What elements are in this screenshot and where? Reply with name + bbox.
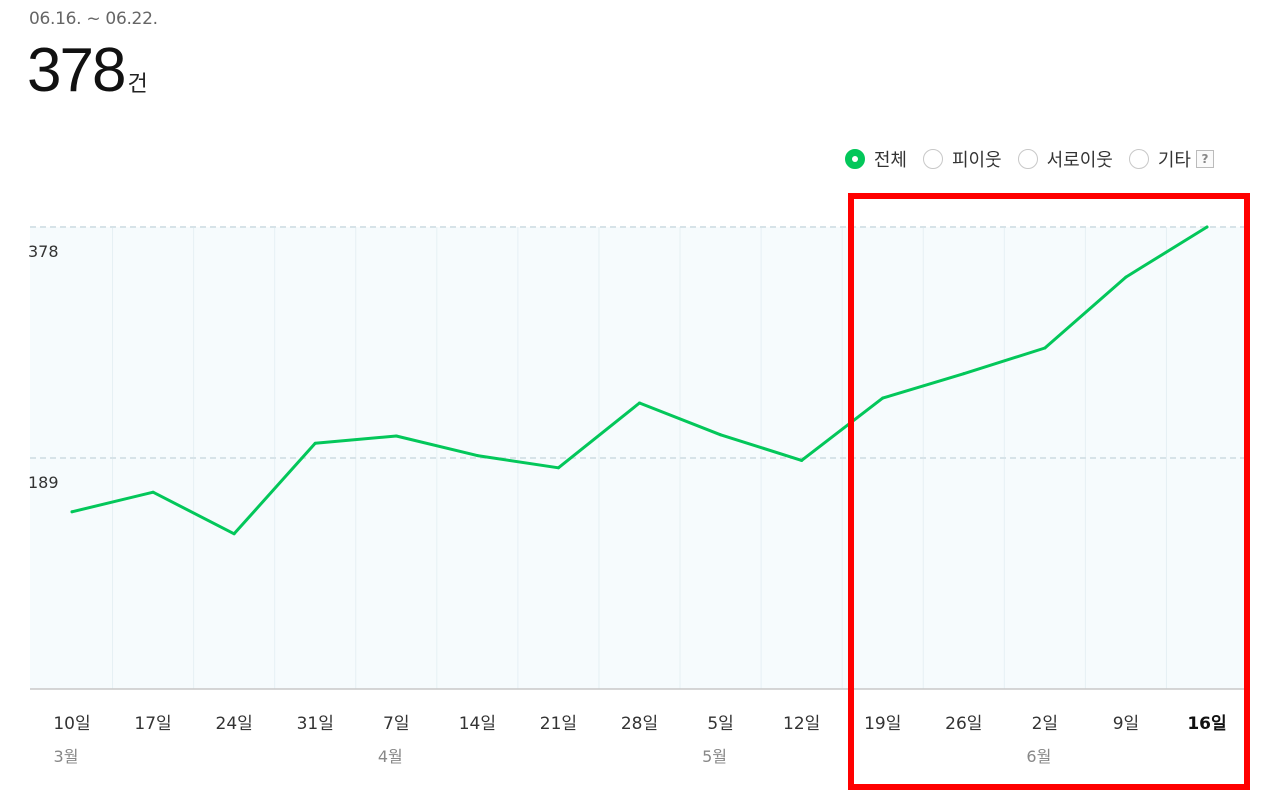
month-label: 3월	[54, 747, 79, 766]
data-point	[1205, 225, 1209, 229]
filter-all-label: 전체	[873, 150, 907, 171]
filter-neighbor[interactable]: 피이웃	[922, 146, 1002, 172]
x-tick-label: 31일	[297, 714, 334, 734]
data-point	[70, 510, 74, 514]
data-point	[475, 454, 479, 458]
data-point	[556, 466, 560, 470]
total-count: 378 건	[27, 36, 148, 106]
data-point	[881, 396, 885, 400]
data-point	[313, 441, 317, 445]
month-label: 6월	[1026, 747, 1051, 766]
x-tick-label: 9일	[1113, 714, 1139, 734]
x-tick-label: 5일	[707, 714, 733, 734]
data-point	[1124, 275, 1128, 279]
x-tick-label: 7일	[383, 714, 409, 734]
y-tick-label: 378	[28, 242, 59, 261]
filter-mutual-neighbor[interactable]: 서로이웃	[1017, 146, 1113, 172]
month-label: 5월	[702, 747, 727, 766]
filter-mutual-neighbor-label: 서로이웃	[1046, 150, 1113, 171]
filter-other-label: 기타	[1157, 150, 1191, 171]
data-point	[638, 401, 641, 405]
filter-other[interactable]: 기타 ?	[1128, 146, 1214, 172]
y-tick-label: 189	[28, 473, 59, 492]
data-point	[719, 433, 723, 437]
data-point	[962, 372, 966, 376]
filter-radio-group: 전체 피이웃 서로이웃 기타 ?	[829, 146, 1214, 172]
total-count-unit: 건	[127, 72, 148, 97]
date-range: 06.16. ~ 06.22.	[29, 9, 158, 29]
data-point	[1043, 346, 1047, 350]
x-tick-label: 16일	[1187, 714, 1226, 734]
radio-all-icon[interactable]	[844, 149, 865, 169]
total-count-value: 378	[27, 36, 126, 105]
highlight-annotation-box	[848, 193, 1250, 790]
radio-mutual-neighbor-icon[interactable]	[1017, 149, 1038, 169]
help-icon[interactable]: ?	[1196, 150, 1214, 168]
x-tick-label: 28일	[621, 714, 658, 734]
data-point	[151, 490, 155, 494]
x-tick-label: 10일	[53, 714, 90, 734]
x-tick-label: 14일	[459, 714, 496, 734]
data-point	[232, 532, 236, 536]
data-point	[800, 458, 804, 462]
radio-neighbor-icon[interactable]	[922, 149, 943, 169]
x-tick-label: 24일	[216, 714, 253, 734]
filter-neighbor-label: 피이웃	[951, 150, 1002, 171]
x-tick-label: 2일	[1032, 714, 1058, 734]
x-tick-label: 26일	[945, 714, 982, 734]
filter-all[interactable]: 전체	[844, 146, 907, 172]
x-tick-label: 17일	[134, 714, 171, 734]
x-tick-label: 21일	[540, 714, 577, 734]
x-tick-label: 19일	[864, 714, 901, 734]
month-label: 4월	[378, 747, 403, 766]
radio-other-icon[interactable]	[1128, 149, 1149, 169]
data-point	[394, 434, 398, 438]
x-tick-label: 12일	[783, 714, 820, 734]
